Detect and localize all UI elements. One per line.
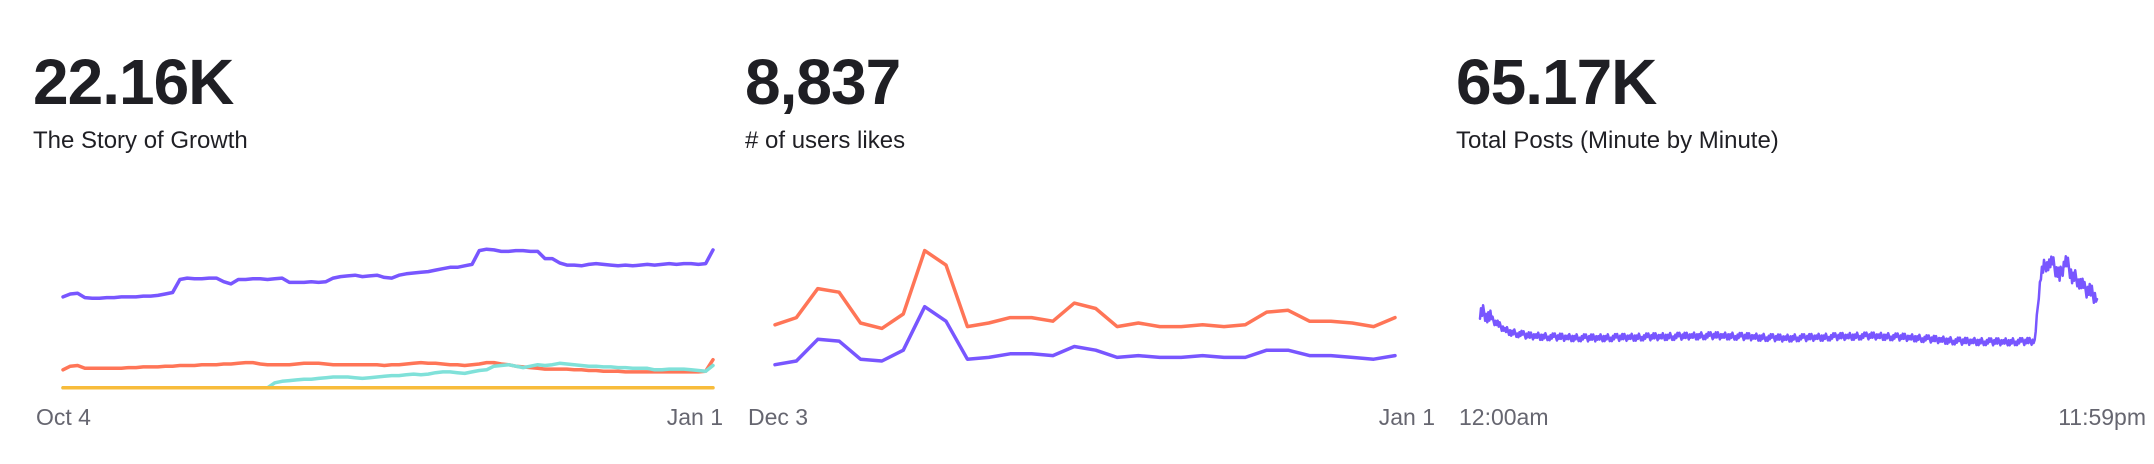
series-line-2[interactable] bbox=[61, 357, 715, 374]
series-line-2[interactable] bbox=[773, 304, 1397, 367]
growth-line-chart[interactable] bbox=[33, 220, 723, 410]
metric-label: The Story of Growth bbox=[33, 127, 248, 154]
x-axis-start-label: Dec 3 bbox=[748, 404, 809, 430]
metric-value: 8,837 bbox=[745, 46, 901, 118]
x-axis-end-label: Jan 1 bbox=[1378, 404, 1435, 430]
metric-value: 65.17K bbox=[1456, 46, 1657, 118]
metric-label: Total Posts (Minute by Minute) bbox=[1456, 127, 1779, 154]
metric-value: 22.16K bbox=[33, 46, 234, 118]
x-axis-end-label: 11:59pm bbox=[2058, 404, 2146, 430]
posts-line-chart[interactable] bbox=[1456, 220, 2106, 410]
series-line-1[interactable] bbox=[1478, 254, 2099, 347]
likes-line-chart[interactable] bbox=[745, 220, 1435, 410]
x-axis-start-label: 12:00am bbox=[1459, 404, 1549, 430]
x-axis-start-label: Oct 4 bbox=[36, 404, 91, 430]
metric-label: # of users likes bbox=[745, 127, 906, 154]
story-of-growth-card[interactable]: 22.16K The Story of Growth Oct 4 Jan 1 bbox=[33, 0, 723, 464]
series-line-1[interactable] bbox=[773, 248, 1397, 331]
x-axis-end-label: Jan 1 bbox=[666, 404, 723, 430]
total-posts-card[interactable]: 65.17K Total Posts (Minute by Minute) 12… bbox=[1456, 0, 2146, 464]
users-likes-card[interactable]: 8,837 # of users likes Dec 3 Jan 1 bbox=[745, 0, 1435, 464]
series-line-1[interactable] bbox=[61, 247, 715, 301]
